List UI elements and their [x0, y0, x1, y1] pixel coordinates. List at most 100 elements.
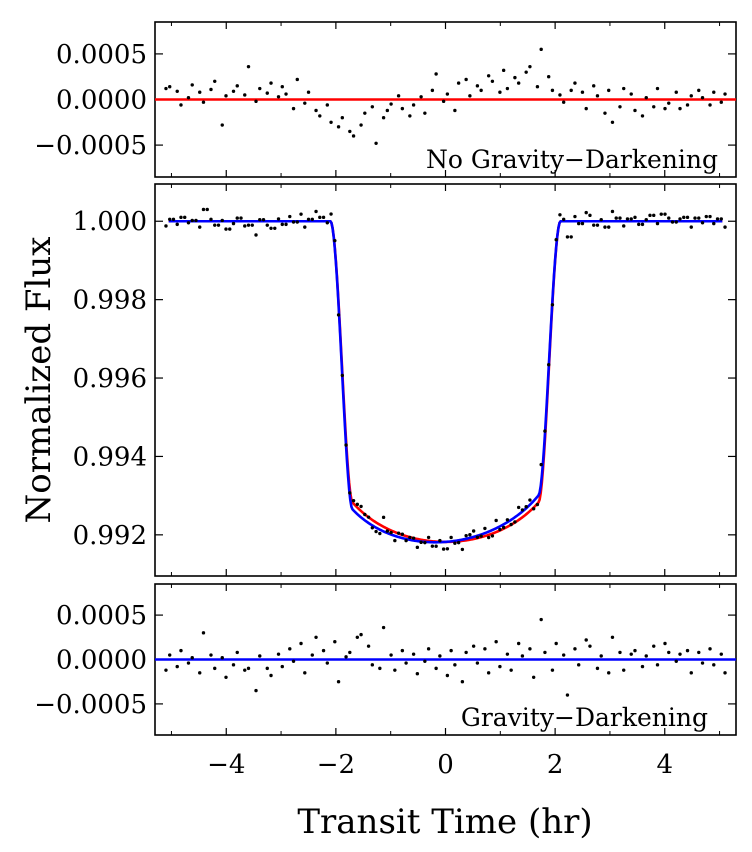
residual-point: [471, 644, 476, 648]
residual-point: [378, 666, 382, 671]
flux-point: [235, 216, 239, 220]
residual-point: [498, 90, 502, 94]
residual-point: [318, 114, 322, 118]
flux-point: [430, 544, 435, 548]
y-tick-label: −0.0005: [34, 131, 147, 161]
flux-point: [464, 533, 468, 538]
residual-point: [355, 635, 360, 639]
residual-point: [453, 663, 457, 667]
residual-point: [288, 647, 292, 651]
flux-point: [554, 238, 558, 242]
flux-point: [434, 544, 438, 548]
residual-point: [310, 653, 314, 657]
residual-point: [445, 92, 450, 96]
flux-point: [700, 221, 705, 225]
residual-point: [359, 123, 363, 127]
flux-point: [577, 221, 581, 226]
residual-point: [622, 668, 626, 672]
flux-point: [453, 541, 457, 545]
residual-point: [708, 647, 712, 651]
flux-point: [524, 505, 528, 509]
residual-point: [303, 671, 307, 675]
residual-point: [475, 661, 480, 665]
flux-point: [175, 222, 179, 227]
top-panel-label: No Gravity−Darkening: [426, 145, 718, 174]
residual-point: [479, 88, 483, 93]
residual-point: [381, 625, 386, 630]
flux-point: [284, 222, 288, 227]
flux-point: [483, 526, 487, 531]
residual-point: [175, 664, 179, 669]
flux-point: [723, 225, 727, 229]
residual-point: [539, 47, 543, 52]
flux-point: [667, 216, 671, 220]
residual-point: [426, 647, 431, 651]
flux-point: [329, 212, 333, 216]
residual-point: [723, 671, 727, 675]
residual-point: [640, 114, 645, 118]
flux-point: [494, 518, 498, 523]
flux-point: [520, 508, 525, 512]
residual-point: [697, 88, 701, 93]
flux-point: [224, 227, 228, 231]
flux-point: [678, 217, 682, 221]
flux-point: [265, 223, 269, 227]
flux-point: [374, 529, 378, 534]
flux-point: [396, 531, 401, 535]
residual-point: [516, 81, 521, 85]
flux-point: [539, 462, 543, 467]
residual-point: [295, 77, 299, 82]
residual-point: [667, 101, 671, 105]
residual-point: [235, 84, 239, 88]
residual-point: [603, 111, 607, 115]
flux-point: [712, 221, 716, 226]
flux-point: [250, 223, 254, 227]
flux-point: [441, 547, 446, 551]
residual-point: [393, 668, 397, 672]
residual-point: [723, 92, 727, 96]
flux-point: [209, 217, 213, 221]
residual-point: [520, 654, 525, 658]
flux-point: [614, 216, 618, 220]
flux-point: [288, 214, 292, 219]
flux-point: [693, 216, 697, 220]
flux-point: [381, 515, 386, 520]
flux-point: [704, 214, 708, 219]
flux-point: [190, 218, 194, 223]
residual-point: [389, 102, 393, 106]
residual-point: [449, 648, 453, 653]
flux-point: [501, 525, 506, 530]
residual-point: [336, 680, 341, 684]
residual-point: [509, 668, 513, 672]
residual-point: [284, 92, 288, 96]
residual-point: [389, 653, 393, 657]
residual-point: [516, 641, 521, 646]
residual-point: [269, 81, 273, 85]
flux-point: [261, 217, 266, 222]
residual-point: [258, 654, 262, 658]
residual-point: [712, 663, 716, 667]
flux-point: [333, 238, 337, 243]
residual-point: [501, 68, 506, 73]
residual-point: [179, 103, 183, 107]
residual-point: [363, 111, 367, 115]
flux-point: [565, 235, 570, 239]
residual-point: [351, 134, 356, 138]
flux-point: [231, 221, 236, 226]
residual-point: [325, 661, 330, 665]
flux-point: [340, 373, 345, 378]
flux-point: [498, 527, 502, 532]
flux-point: [659, 212, 663, 216]
residual-point: [265, 91, 269, 95]
y-tick-label: 0.0000: [56, 86, 147, 116]
residual-point: [246, 666, 251, 671]
residual-point: [329, 120, 333, 124]
residual-point: [186, 95, 191, 100]
residual-point: [584, 638, 588, 642]
residual-point: [198, 90, 202, 94]
residual-point: [513, 75, 517, 80]
residual-point: [644, 95, 648, 100]
flux-point: [220, 218, 224, 223]
flux-point: [438, 538, 442, 543]
